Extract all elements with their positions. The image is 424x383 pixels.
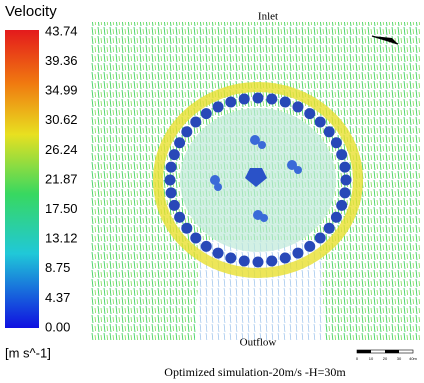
pile [181,222,193,234]
colorbar-tick-label: 39.36 [45,53,78,68]
pile [266,255,278,267]
pile [238,93,250,105]
pile [252,256,264,268]
colorbar-tick-label: 26.24 [45,142,78,157]
pile [174,137,186,149]
colorbar-tick-label: 8.75 [45,260,70,275]
pile [212,247,224,259]
pile [190,116,202,128]
colorbar-tick-label: 43.74 [45,23,78,38]
outflow-label: Outflow [240,337,277,349]
pile [336,149,348,161]
scale-bar: 0 10 20 30 40m [356,349,418,361]
pile [304,240,316,252]
pile [279,96,291,108]
pile [266,93,278,105]
pile [330,211,342,223]
pile [225,96,237,108]
center-pile [245,168,267,187]
scale-label: 40m [409,356,417,361]
scale-label: 10 [369,356,374,361]
pile [225,252,237,264]
pile [164,174,176,186]
pile [252,92,264,104]
legend-title: Velocity [5,3,57,20]
inlet-label: Inlet [258,11,278,23]
pile [165,161,177,173]
compass [371,35,399,45]
legend-unit: [m s^-1] [5,345,51,360]
pile [174,211,186,223]
scale-label: 30 [397,356,402,361]
pile [304,108,316,120]
caption: Optimized simulation-20m/s -H=30m [164,365,346,379]
pile [200,240,212,252]
scale-label: 0 [356,356,359,361]
pile-ring [164,92,352,268]
pile [181,126,193,138]
pile [339,161,351,173]
pile [168,199,180,211]
pile [165,187,177,199]
pile [200,108,212,120]
high-speed-ring [153,82,363,278]
pile [323,222,335,234]
colorbar-tick-label: 13.12 [45,231,78,246]
pile [292,101,304,113]
colorbar-tick-label: 0.00 [45,319,70,334]
pile [168,149,180,161]
pile [212,101,224,113]
pile [336,199,348,211]
colorbar-tick-label: 30.62 [45,112,78,127]
colorbar-ticks: 43.74 39.36 34.99 30.62 26.24 21.87 17.50 13.12… [45,23,78,334]
pile [190,232,202,244]
colorbar-tick-label: 21.87 [45,171,78,186]
pile [340,174,352,186]
pile-clusters [210,135,302,222]
pile [339,187,351,199]
pile [330,137,342,149]
colorbar-tick-label: 34.99 [45,83,78,98]
pile [279,252,291,264]
pile [292,247,304,259]
pile [314,232,326,244]
vector-field [90,22,420,340]
colorbar-tick-label: 4.37 [45,290,70,305]
colorbar-tick-label: 17.50 [45,201,78,216]
colorbar [5,30,39,328]
pile [314,116,326,128]
pile [238,255,250,267]
pile [323,126,335,138]
scale-label: 20 [383,356,388,361]
